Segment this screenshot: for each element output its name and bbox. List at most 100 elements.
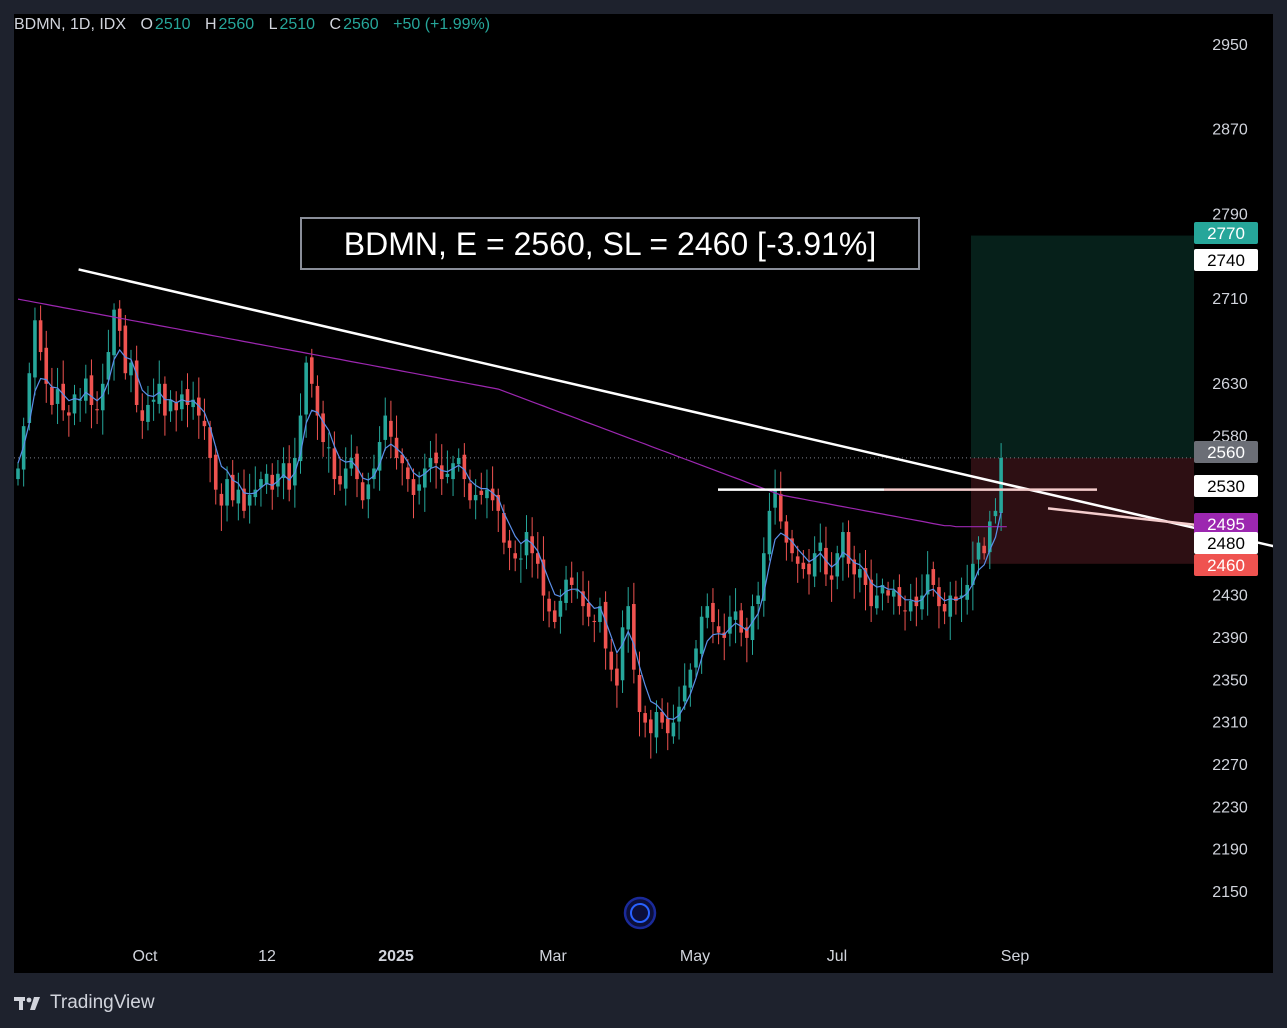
candle-body [310,357,314,384]
candle-body [660,712,664,723]
price-tick-label: 2190 [1212,842,1248,859]
price-tag [1194,475,1258,497]
target-zone [971,235,1194,458]
price-tick-label: 2150 [1212,884,1248,901]
candle-body [343,468,348,489]
candle-body [858,569,862,578]
candle-body [44,347,49,384]
annotation-text[interactable]: BDMN, E = 2560, SL = 2460 [-3.91%] [344,226,876,262]
candle-body [586,602,591,617]
candle-body [473,494,478,501]
chart-panel[interactable]: BDMN, E = 2560, SL = 2460 [-3.91%] 2950 28… [14,14,1273,973]
candle-body [513,553,517,559]
candle-body [716,626,721,633]
candle-body [575,590,580,592]
high-label: H [204,16,217,33]
tradingview-logo-icon[interactable] [14,994,44,1012]
candle-body [649,719,653,734]
candle-body [180,394,184,410]
candle-body [875,595,879,609]
candle-body [428,457,433,468]
price-tick-label: 2790 [1212,206,1248,223]
candle-body [417,484,421,491]
candle-body [230,474,235,501]
symbol-info[interactable]: BDMN, 1D, IDX [14,16,127,33]
candle-body [134,360,139,405]
candle-body [168,399,173,412]
candle-body [948,595,953,617]
candle-body [920,595,924,610]
candle-body [383,415,388,440]
candle-body [95,409,99,411]
price-tick-label: 2390 [1212,630,1248,647]
candle-body [360,482,365,501]
price-tag [1194,222,1258,244]
candle-body [552,610,557,623]
candle-body [976,542,981,560]
candle-body [795,556,800,564]
time-axis-label: May [680,948,710,965]
candle-body [185,389,190,405]
candle-body [999,457,1003,513]
chart-canvas[interactable]: BDMN, E = 2560, SL = 2460 [-3.91%] 2950 28… [14,14,1273,973]
candle-body [411,479,416,495]
candle-body [756,595,760,605]
candle-body [688,669,693,688]
candle-body [377,442,382,471]
candle-body [208,427,212,458]
candle-body [236,489,241,504]
candle-body [569,577,574,585]
candle-body [541,559,546,596]
candle-body [762,553,766,601]
candle-body [332,448,337,480]
candle-body [812,553,817,577]
candle-body [665,718,670,734]
candle-body [558,600,563,617]
candle-body [468,483,472,501]
candle-body [140,410,145,421]
candle-body [536,553,540,564]
time-axis-label: Sep [1001,948,1030,965]
price-scale: 2950287027902710263025802430239023502310… [1194,37,1258,901]
candle-body [694,648,698,668]
candle-body [27,373,32,423]
price-tag [1194,532,1258,554]
price-tick-label: 2310 [1212,715,1248,732]
candle-body [869,579,873,607]
price-tag-label: 2480 [1207,534,1245,553]
candle-body [773,489,777,508]
candle-body [891,590,896,597]
candle-body [213,454,218,490]
candle-body [338,475,342,485]
price-tick-label: 2710 [1212,291,1248,308]
candle-body [886,590,890,596]
candle-body [897,587,902,607]
tradingview-brand[interactable]: TradingView [50,992,155,1013]
time-axis-label: 12 [258,948,276,965]
candle-body [490,488,495,501]
candle-body [191,399,195,408]
candle-body [699,616,704,654]
candle-body [818,542,823,552]
candle-body [609,651,614,670]
candle-body [931,569,936,585]
low-label: L [268,16,278,33]
candle-body [682,685,687,702]
candle-body [485,489,489,499]
candle-body [67,412,71,416]
candle-body [632,604,636,670]
candle-body [219,493,224,506]
candle-body [434,452,438,464]
price-tag-label: 2460 [1207,556,1245,575]
time-axis-label: Oct [133,948,158,965]
candle-body [445,473,450,477]
candle-body [38,320,43,353]
ema-slow-line [17,298,1007,528]
candle-body [406,467,410,480]
candle-body [880,584,885,594]
candle-body [129,362,133,376]
candle-body [462,454,467,480]
candle-body [592,620,597,623]
close-value: 2560 [343,16,379,33]
dividend-marker-icon-inner [630,903,650,923]
